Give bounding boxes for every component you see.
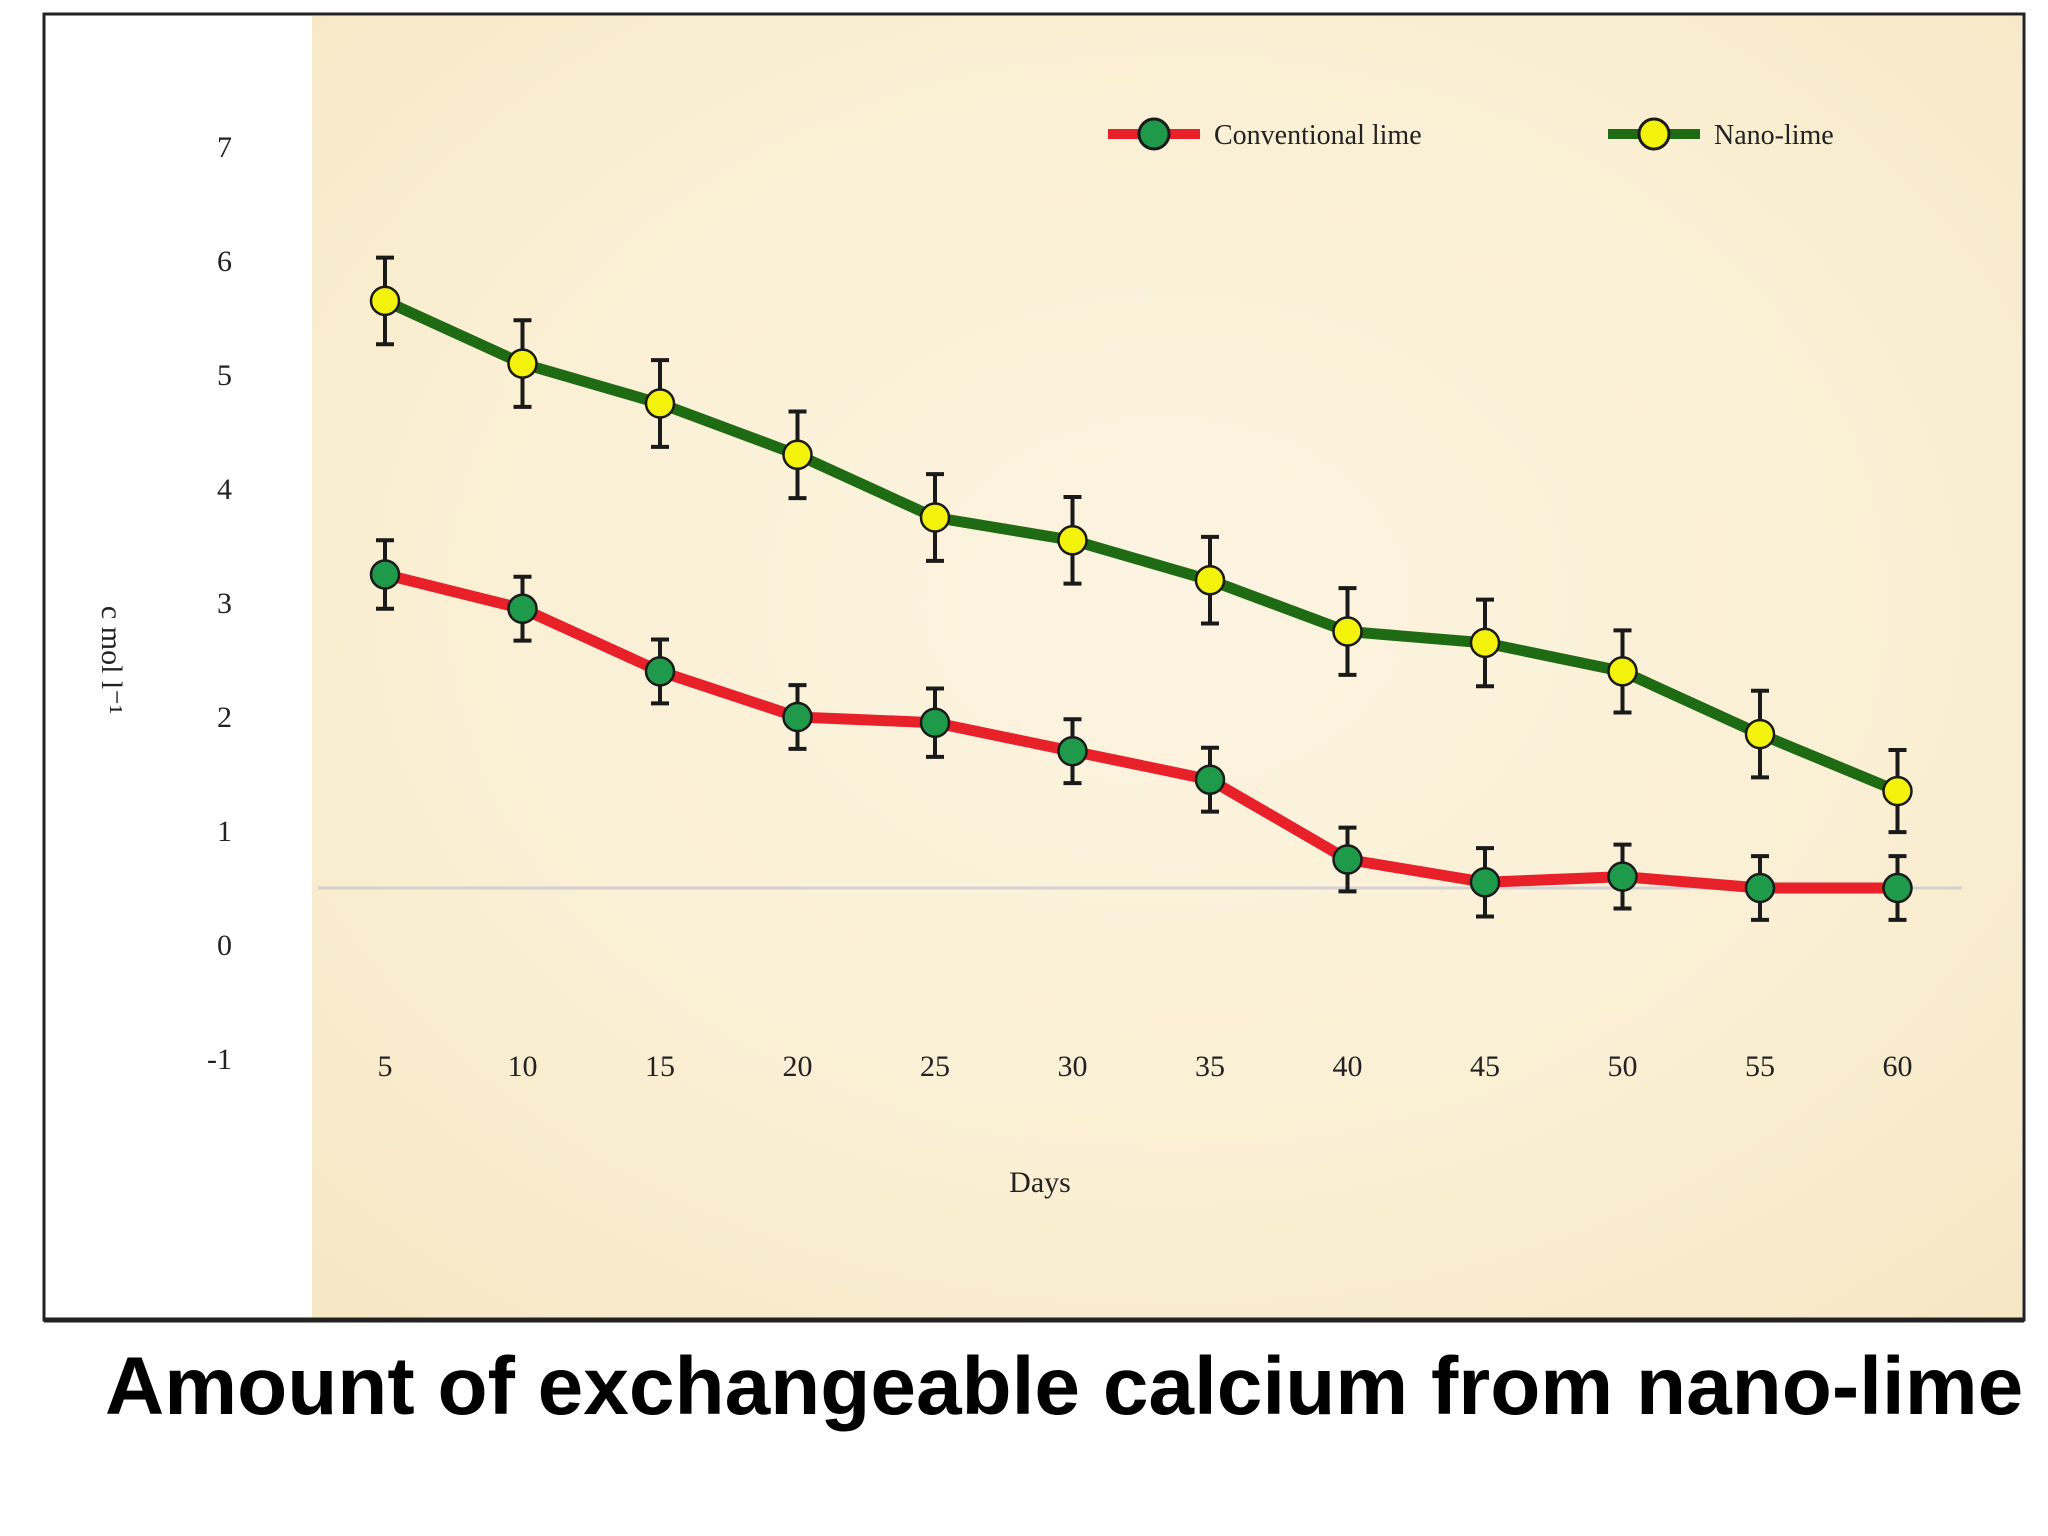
data-point [369,285,401,317]
data-point [1607,656,1638,687]
data-point [1469,867,1501,898]
x-tick-label: 30 [1058,1050,1088,1083]
data-point [1882,872,1913,904]
data-point [1057,525,1088,556]
y-tick-label: 6 [217,245,232,278]
y-tick-label: 4 [217,473,232,506]
x-tick-label: 10 [508,1050,538,1083]
data-point [1332,616,1363,647]
data-point [1194,564,1226,596]
data-point [782,439,813,471]
y-axis-label: c mol l⁻¹ [95,606,128,714]
plot-background [312,16,2022,1318]
x-tick-label: 50 [1608,1050,1638,1083]
data-point [1744,872,1776,904]
data-point [919,707,951,738]
x-tick-label: 40 [1333,1050,1363,1083]
legend-marker-nano [1637,117,1671,151]
data-point [1057,735,1088,767]
series-line [379,295,1903,797]
legend-label-nano: Nano-lime [1714,120,1834,151]
legend-label-conventional: Conventional lime [1214,120,1422,151]
figure-caption: Amount of exchangeable calcium from nano… [105,1341,2024,1432]
x-tick-label: 55 [1745,1050,1775,1083]
series-0 [369,538,1913,922]
series-line [379,569,1903,894]
x-tick-label: 45 [1470,1050,1500,1083]
data-point [1332,844,1363,875]
data-point [1469,627,1501,659]
data-point [507,348,538,379]
data-point [507,593,538,624]
data-point [644,388,676,419]
data-point [1194,764,1226,795]
x-tick-label: 5 [378,1050,393,1083]
legend: Conventional lime Nano-lime [1108,117,1834,151]
series-1 [369,255,1913,835]
y-tick-label: 0 [217,929,232,962]
data-point [1607,861,1638,892]
y-tick-label: 7 [217,131,232,164]
x-tick-label: 20 [783,1050,813,1083]
data-point [369,559,401,590]
x-tick-label: 60 [1883,1050,1913,1083]
y-tick-label: 5 [217,359,232,392]
legend-item-conventional: Conventional lime [1108,117,1422,151]
y-tick-label: 1 [217,815,232,848]
y-tick-label: -1 [207,1043,232,1076]
data-point [1744,718,1776,750]
x-tick-label: 15 [645,1050,675,1083]
data-point [919,502,951,533]
data-point [782,701,813,733]
y-tick-label: 3 [217,587,232,620]
legend-item-nano: Nano-lime [1608,117,1834,151]
y-tick-label: 2 [217,701,232,734]
data-point [644,656,676,687]
legend-marker-conventional [1137,117,1171,151]
data-point [1882,775,1913,807]
x-tick-label: 25 [920,1050,950,1083]
x-tick-label: 35 [1195,1050,1225,1083]
x-axis-label: Days [1009,1166,1071,1199]
